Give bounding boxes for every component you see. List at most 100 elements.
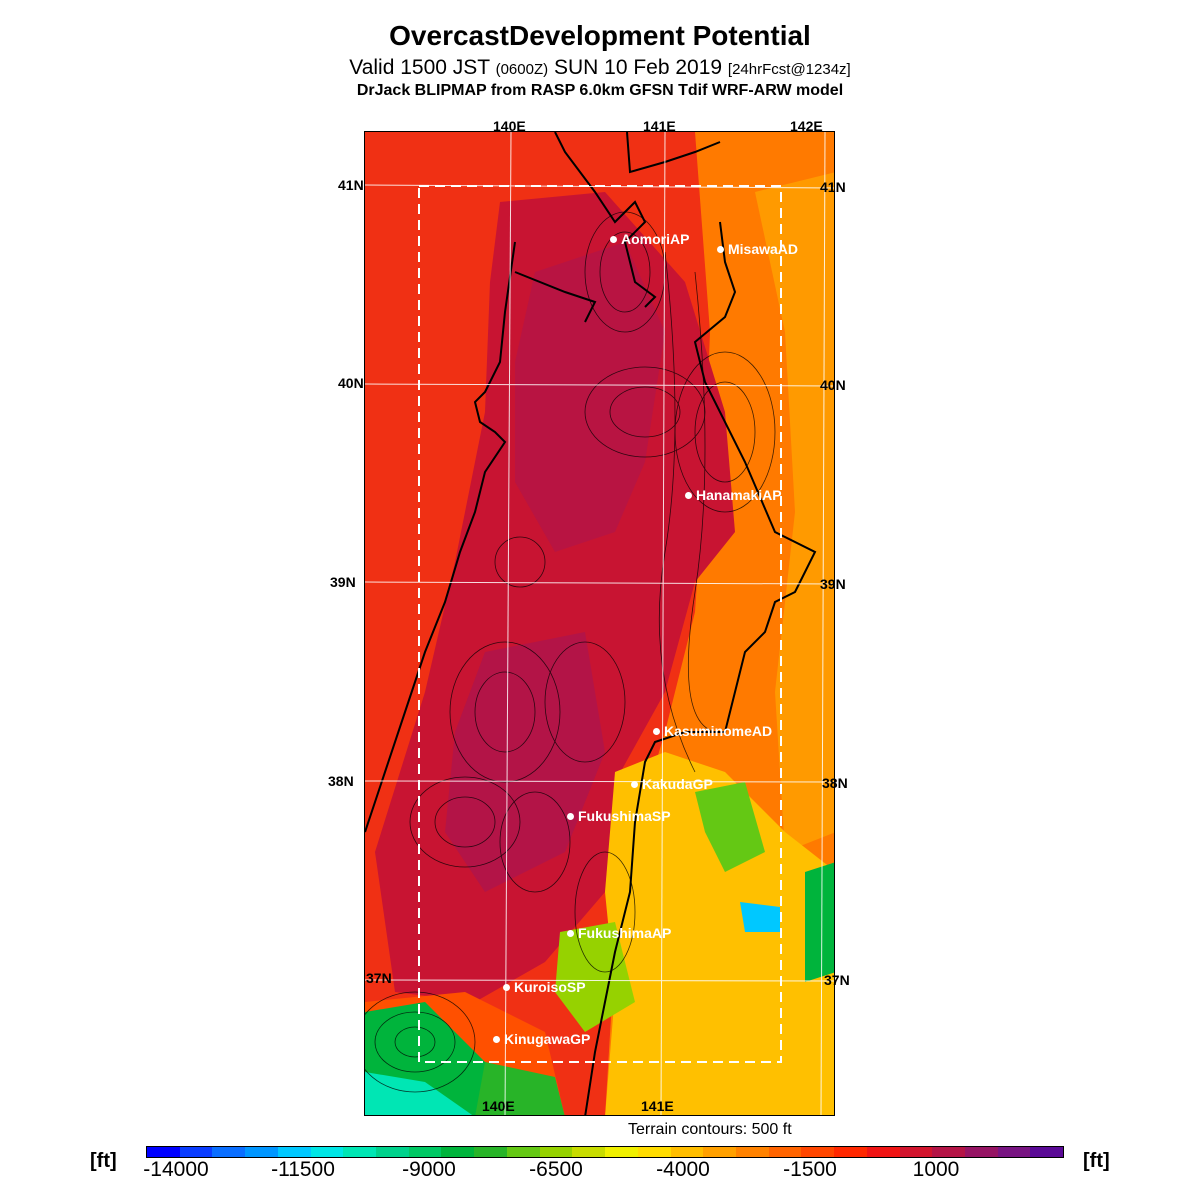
lat-label-41n-left: 41N xyxy=(338,177,364,193)
colorbar-tick: -4000 xyxy=(656,1158,710,1181)
colorbar-swatch xyxy=(964,1147,998,1157)
green-patch-2 xyxy=(805,862,834,982)
place-label: KuroisoSP xyxy=(514,979,586,995)
valid-time: Valid 1500 JST xyxy=(349,56,490,79)
place-marker[interactable]: KasuminomeAD xyxy=(653,723,772,739)
place-dot xyxy=(653,727,660,735)
colorbar-swatch xyxy=(212,1147,246,1157)
forecast-info: [24hrFcst@1234z] xyxy=(727,61,851,78)
inner-domain-box xyxy=(418,185,782,1063)
colorbar xyxy=(146,1146,1064,1158)
place-marker[interactable]: HanamakiAP xyxy=(685,487,782,503)
lat-label-39n-left: 39N xyxy=(330,574,356,590)
lat-label-40n-right: 40N xyxy=(820,377,846,393)
colorbar-swatch xyxy=(474,1147,507,1157)
colorbar-swatch xyxy=(768,1147,802,1157)
model-info: DrJack BLIPMAP from RASP 6.0km GFSN Tdif… xyxy=(356,82,844,99)
colorbar-tick: -6500 xyxy=(529,1158,583,1181)
colorbar-swatch xyxy=(735,1147,769,1157)
lon-label-140e-bottom: 140E xyxy=(482,1098,515,1114)
coastline xyxy=(365,132,817,1115)
colorbar-swatch xyxy=(539,1147,573,1157)
colorbar-swatch xyxy=(637,1147,671,1157)
colorbar-swatch xyxy=(376,1147,409,1157)
colorbar-tick: -1500 xyxy=(783,1158,837,1181)
lat-label-37n-right: 37N xyxy=(824,972,850,988)
place-label: KinugawaGP xyxy=(504,1031,591,1047)
colorbar-swatch xyxy=(703,1147,736,1157)
place-label: FukushimaSP xyxy=(578,808,671,824)
place-marker[interactable]: FukushimaAP xyxy=(567,925,671,941)
forecast-map xyxy=(364,131,835,1116)
place-marker[interactable]: KinugawaGP xyxy=(493,1031,590,1047)
terrain-contours xyxy=(365,211,776,1093)
southwest-cyan xyxy=(365,1072,473,1115)
place-label: FukushimaAP xyxy=(578,925,672,941)
place-label: HanamakiAP xyxy=(696,487,782,503)
lat-label-38n-right: 38N xyxy=(822,775,848,791)
place-dot xyxy=(567,929,574,937)
colorbar-swatch xyxy=(997,1147,1031,1157)
lat-label-39n-right: 39N xyxy=(820,576,846,592)
colorbar-swatch xyxy=(343,1147,377,1157)
aomori-highland xyxy=(515,242,665,552)
lon-label-141e-bottom: 141E xyxy=(641,1098,674,1114)
colorbar-swatch xyxy=(866,1147,900,1157)
terrain-contour-note: Terrain contours: 500 ft xyxy=(628,1121,792,1138)
place-marker[interactable]: MisawaAD xyxy=(717,241,798,257)
place-marker[interactable]: KuroisoSP xyxy=(503,979,586,995)
colorbar-swatch xyxy=(506,1147,540,1157)
south-green xyxy=(475,1062,565,1115)
colorbar-swatch xyxy=(1030,1147,1064,1157)
colorbar-swatch xyxy=(834,1147,867,1157)
valid-time-line: Valid 1500 JST (0600Z) SUN 10 Feb 2019 [… xyxy=(0,56,1200,80)
place-dot xyxy=(685,491,692,499)
place-dot xyxy=(493,1035,500,1043)
colorbar-tick: -11500 xyxy=(271,1158,335,1181)
colorbar-swatch xyxy=(670,1147,704,1157)
colorbar-swatch xyxy=(572,1147,606,1157)
colorbar-tick: -14000 xyxy=(143,1158,209,1181)
colorbar-swatch xyxy=(605,1147,638,1157)
colorbar-swatch xyxy=(932,1147,965,1157)
colorbar-swatch xyxy=(147,1147,180,1157)
place-dot xyxy=(631,780,638,788)
colorbar-swatch xyxy=(179,1147,213,1157)
graticule xyxy=(365,132,834,1115)
lat-label-38n-left: 38N xyxy=(328,773,354,789)
green-patch-1 xyxy=(695,782,765,872)
place-marker[interactable]: KakudaGP xyxy=(631,776,713,792)
place-dot xyxy=(610,235,617,243)
colorbar-swatch xyxy=(801,1147,835,1157)
colorbar-swatch xyxy=(277,1147,311,1157)
lon-label-140e-top: 140E xyxy=(493,118,526,134)
map-svg xyxy=(365,132,834,1115)
place-dot xyxy=(567,812,574,820)
colorbar-swatch xyxy=(899,1147,933,1157)
place-label: KakudaGP xyxy=(642,776,713,792)
lat-label-41n-right: 41N xyxy=(820,179,846,195)
place-dot xyxy=(503,983,510,991)
place-label: AomoriAP xyxy=(621,231,690,247)
colorbar-swatch xyxy=(408,1147,442,1157)
place-marker[interactable]: AomoriAP xyxy=(610,231,689,247)
colorbar-tick: 1000 xyxy=(912,1158,960,1181)
place-label: MisawaAD xyxy=(728,241,799,257)
colorbar-swatch xyxy=(245,1147,278,1157)
lat-label-40n-left: 40N xyxy=(338,375,364,391)
zulu-time: (0600Z) xyxy=(495,61,549,78)
far-east-field xyxy=(755,172,834,852)
map-title: OvercastDevelopment Potential xyxy=(389,20,811,51)
lon-label-142e-top: 142E xyxy=(790,118,823,134)
central-highland xyxy=(445,632,605,892)
lon-label-141e-top: 141E xyxy=(643,118,676,134)
colorbar-swatch xyxy=(441,1147,475,1157)
colorbar-unit-left: [ft] xyxy=(90,1150,117,1172)
place-label: KasuminomeAD xyxy=(664,723,773,739)
valid-date: SUN 10 Feb 2019 xyxy=(553,56,723,79)
place-marker[interactable]: FukushimaSP xyxy=(567,808,671,824)
lat-label-37n-left: 37N xyxy=(366,970,392,986)
colorbar-unit-right: [ft] xyxy=(1083,1150,1110,1172)
cyan-patch xyxy=(740,902,780,932)
colorbar-swatch xyxy=(310,1147,344,1157)
